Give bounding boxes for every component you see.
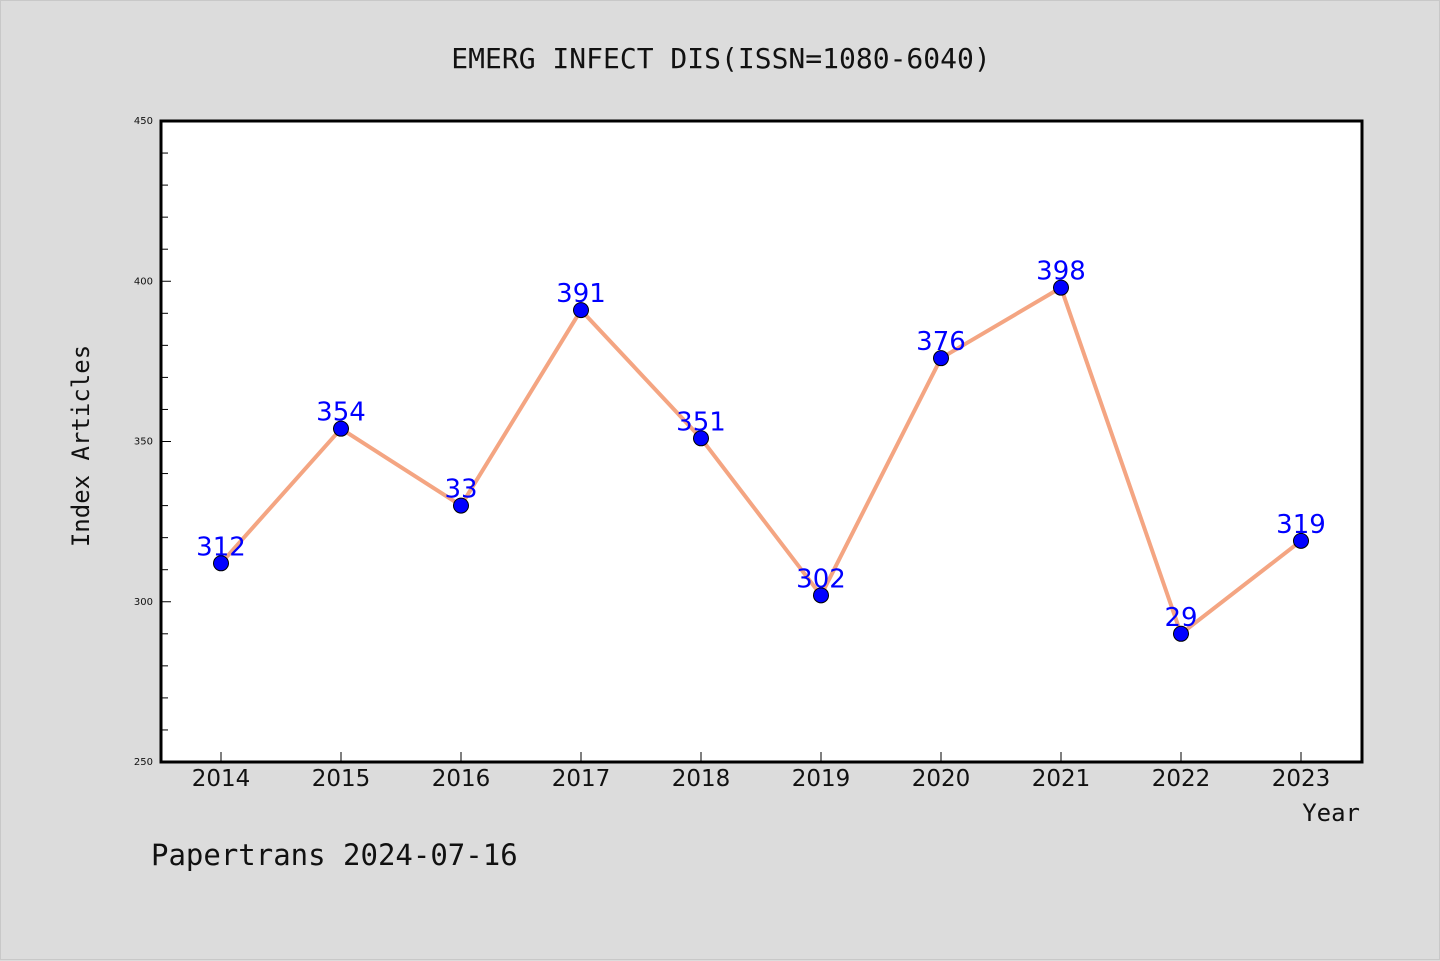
data-label: 398 [1036, 257, 1086, 287]
data-point [1053, 279, 1069, 296]
data-label: 354 [316, 398, 366, 428]
x-tick-label: 2014 [192, 766, 251, 792]
data-label: 391 [556, 279, 606, 309]
series-layer: 312 354 33 391 351 302 376 398 29 319 [196, 257, 1326, 642]
x-axis-label: Year [1302, 799, 1360, 827]
y-axis: 250 300 350 400 450 [134, 116, 171, 768]
data-label: 351 [676, 407, 726, 437]
data-point [573, 302, 589, 319]
footer-watermark-text: Papertrans 2024-07-16 [151, 838, 518, 872]
data-point [693, 430, 709, 447]
data-point [453, 497, 469, 514]
data-point [1173, 625, 1189, 642]
data-point [333, 420, 349, 437]
y-tick-label: 350 [134, 437, 153, 448]
data-label: 376 [916, 327, 966, 357]
x-tick-label: 2017 [552, 766, 611, 792]
x-tick-label: 2023 [1272, 766, 1331, 792]
chart-title: EMERG INFECT DIS(ISSN=1080-6040) [451, 42, 990, 75]
x-tick-label: 2016 [432, 766, 491, 792]
data-label: 312 [196, 532, 246, 562]
data-point [933, 350, 949, 367]
data-label: 302 [796, 564, 846, 594]
x-tick-label: 2019 [792, 766, 851, 792]
data-point [1293, 532, 1309, 549]
x-axis: 2014 2015 2016 2017 2018 2019 2020 2021 2022 2023 [192, 752, 1331, 792]
x-tick-label: 2020 [912, 766, 971, 792]
y-tick-label: 400 [134, 276, 153, 287]
data-point [813, 587, 829, 604]
y-tick-label: 250 [134, 757, 153, 768]
data-point [213, 555, 229, 572]
y-axis-label: Index Articles [67, 345, 95, 547]
plot-area [159, 119, 1364, 764]
series-line [219, 285, 1303, 636]
y-tick-label: 450 [134, 116, 153, 127]
x-tick-label: 2015 [312, 766, 371, 792]
x-tick-label: 2021 [1032, 766, 1091, 792]
y-tick-label: 300 [134, 597, 153, 608]
data-label: 319 [1276, 510, 1326, 540]
x-tick-label: 2022 [1152, 766, 1211, 792]
data-label: 33 [444, 475, 477, 505]
data-label: 29 [1164, 603, 1197, 633]
x-tick-label: 2018 [672, 766, 731, 792]
